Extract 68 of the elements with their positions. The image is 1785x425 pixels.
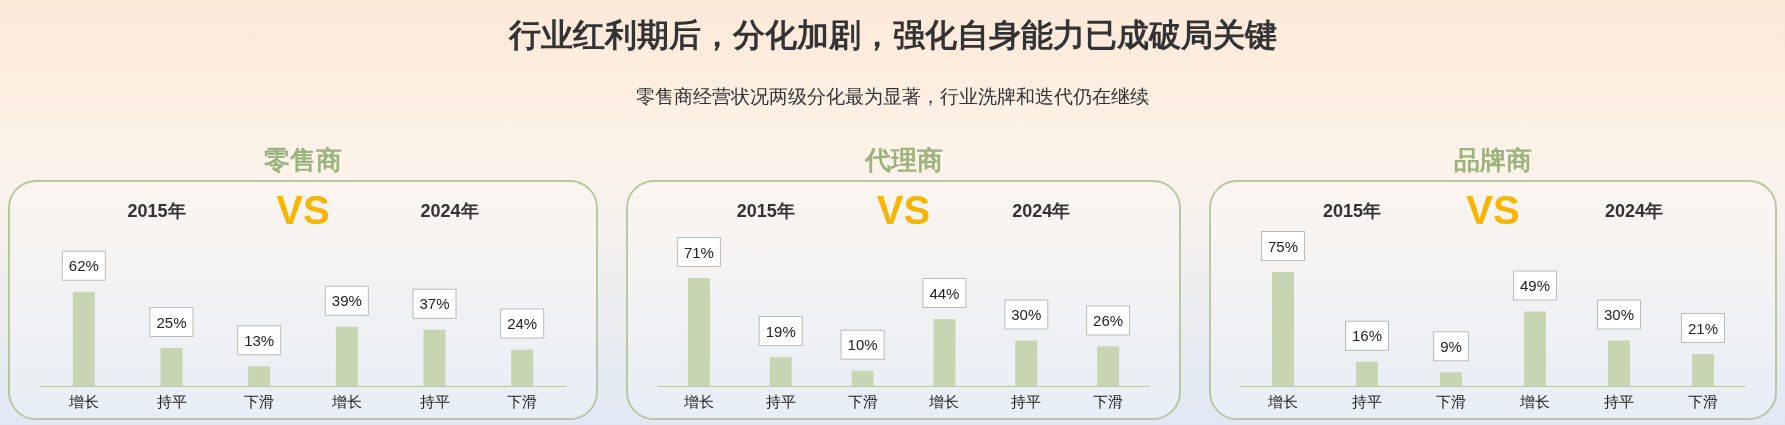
text: 2015年	[736, 201, 795, 221]
x-tick-label: 下滑	[1688, 393, 1718, 410]
x-tick-label: 下滑	[1093, 393, 1124, 410]
bar	[851, 370, 874, 386]
x-tick-label: 持平	[419, 393, 450, 410]
data-label: 39%	[331, 292, 362, 310]
bar	[1097, 346, 1120, 386]
bar	[1272, 272, 1294, 386]
bar	[1440, 372, 1462, 386]
data-label: 44%	[929, 284, 960, 302]
x-tick-label: 增长	[928, 393, 960, 410]
bar	[335, 326, 358, 386]
data-label: 62%	[68, 257, 99, 275]
text: 2024年	[420, 201, 479, 221]
text: 2015年	[1322, 201, 1382, 221]
data-label: 19%	[765, 322, 796, 340]
x-tick-label: 持平	[1352, 393, 1382, 410]
data-label: 13%	[244, 331, 275, 349]
data-label: 75%	[1267, 237, 1299, 255]
x-tick-label: 增长	[67, 393, 99, 410]
bar	[769, 357, 792, 386]
x-tick-label: 增长	[330, 393, 362, 410]
data-label: 21%	[1687, 319, 1719, 337]
bar	[72, 291, 95, 386]
bar	[511, 349, 534, 386]
data-label: 10%	[847, 336, 878, 354]
x-tick-label: 持平	[1011, 393, 1042, 410]
data-label: 16%	[1351, 327, 1383, 345]
data-label: 37%	[419, 295, 450, 313]
x-tick-label: 增长	[682, 393, 714, 410]
bar	[933, 319, 956, 386]
chart-title: 代理商	[864, 144, 943, 177]
x-tick-label: 持平	[765, 393, 796, 410]
text: VS	[276, 188, 330, 232]
bar	[248, 366, 271, 386]
data-label: 49%	[1519, 277, 1551, 295]
text: 2015年	[127, 201, 186, 221]
x-tick-label: 下滑	[847, 393, 878, 410]
x-tick-label: 增长	[1267, 393, 1298, 410]
data-label: 25%	[156, 313, 187, 331]
chart-title: 零售商	[264, 144, 342, 177]
text: 2024年	[1012, 201, 1071, 221]
data-label: 30%	[1011, 305, 1042, 323]
data-label: 71%	[683, 243, 714, 261]
data-label: 24%	[507, 315, 538, 333]
text: VS	[1466, 188, 1520, 232]
x-tick-label: 下滑	[507, 393, 538, 410]
text: 行业红利期后，分化加剧，强化自身能力已成破局关键	[507, 16, 1278, 55]
bar	[1692, 354, 1714, 386]
text: VS	[876, 188, 931, 232]
data-label: 26%	[1093, 311, 1124, 329]
x-tick-label: 下滑	[244, 393, 275, 410]
x-tick-label: 下滑	[1436, 393, 1466, 410]
x-tick-label: 持平	[156, 393, 187, 410]
bar	[423, 329, 446, 386]
data-label: 9%	[1440, 337, 1462, 355]
x-tick-label: 增长	[1519, 393, 1550, 410]
bar	[1608, 340, 1630, 386]
text: 2024年	[1604, 201, 1664, 221]
bar	[687, 278, 710, 386]
bar	[160, 348, 183, 386]
bar	[1356, 361, 1378, 386]
x-tick-label: 持平	[1604, 393, 1634, 410]
bar	[1015, 340, 1038, 386]
data-label: 30%	[1603, 305, 1635, 323]
chart-title: 品牌商	[1454, 144, 1532, 177]
text: 零售商经营状况两级分化最为显著，行业洗牌和迭代仍在继续	[635, 85, 1150, 109]
bar	[1524, 311, 1546, 386]
